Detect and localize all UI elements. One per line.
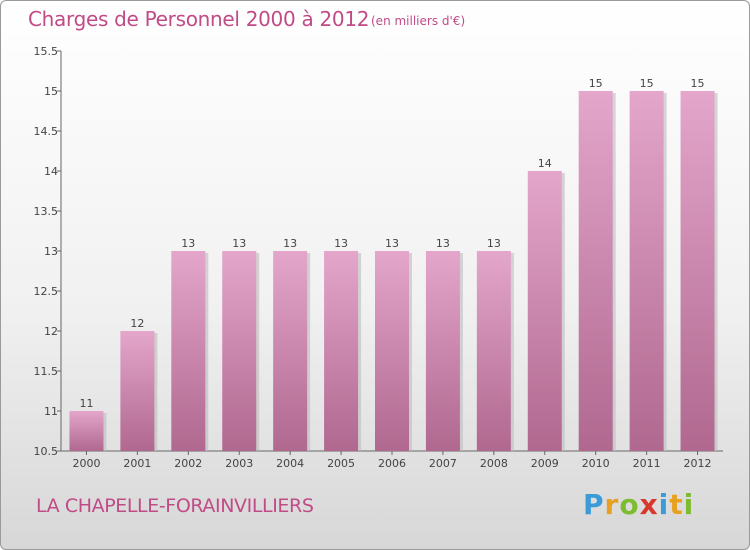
x-tick-label: 2012 bbox=[684, 457, 712, 470]
labels: 11 12 13 13 13 13 13 13 13 14 15 15 15 bbox=[79, 77, 704, 410]
logo-letter-t: t bbox=[669, 488, 684, 521]
chart-title: Charges de Personnel 2000 à 2012 bbox=[28, 7, 370, 31]
y-tick-label: 13.5 bbox=[34, 205, 59, 218]
bar-value-label: 13 bbox=[283, 237, 297, 250]
proxiti-logo[interactable]: Proxiti bbox=[583, 488, 694, 521]
bar bbox=[680, 91, 715, 451]
x-tick-label: 2000 bbox=[72, 457, 100, 470]
x-tick-label: 2007 bbox=[429, 457, 457, 470]
chart-subtitle: (en milliers d'€) bbox=[371, 14, 466, 28]
bar bbox=[629, 91, 664, 451]
y-tick-label: 10.5 bbox=[34, 445, 59, 458]
x-tick-label: 2008 bbox=[480, 457, 508, 470]
bar-value-label: 15 bbox=[589, 77, 603, 90]
logo-letter-x: x bbox=[639, 488, 659, 521]
bar bbox=[120, 331, 155, 451]
bar bbox=[425, 251, 460, 451]
x-tick-label: 2004 bbox=[276, 457, 304, 470]
x-tick-label: 2011 bbox=[633, 457, 661, 470]
bars bbox=[69, 91, 718, 451]
bar-value-label: 15 bbox=[691, 77, 705, 90]
x-tick-label: 2009 bbox=[531, 457, 559, 470]
bar-value-label: 13 bbox=[385, 237, 399, 250]
y-tick-label: 14.5 bbox=[34, 125, 59, 138]
x-tick-label: 2003 bbox=[225, 457, 253, 470]
bar bbox=[527, 171, 562, 451]
bar bbox=[324, 251, 359, 451]
y-tick-label: 14 bbox=[44, 165, 58, 178]
x-tick-label: 2001 bbox=[123, 457, 151, 470]
logo-letter-p: P bbox=[583, 488, 605, 521]
bar-value-label: 14 bbox=[538, 157, 552, 170]
commune-name: LA CHAPELLE-FORAINVILLIERS bbox=[36, 495, 314, 517]
bar bbox=[476, 251, 511, 451]
bar bbox=[375, 251, 409, 451]
bar bbox=[171, 251, 206, 451]
bar-value-label: 12 bbox=[130, 317, 144, 330]
logo-letter-o: o bbox=[619, 488, 640, 521]
bar-value-label: 13 bbox=[181, 237, 195, 250]
axes: 10.5 11 11.5 12 12.5 13 13.5 14 14.5 15 15.5 2000 20… bbox=[34, 45, 723, 470]
y-tick-label: 15.5 bbox=[34, 45, 59, 58]
x-tick-label: 2002 bbox=[174, 457, 202, 470]
bar-value-label: 15 bbox=[640, 77, 654, 90]
bar-value-label: 13 bbox=[232, 237, 246, 250]
bar-value-label: 13 bbox=[334, 237, 348, 250]
y-tick-label: 11.5 bbox=[34, 365, 59, 378]
y-tick-label: 13 bbox=[44, 245, 58, 258]
y-tick-label: 12 bbox=[44, 325, 58, 338]
bar bbox=[69, 411, 104, 451]
y-tick-label: 15 bbox=[44, 85, 58, 98]
bar bbox=[578, 91, 613, 451]
bar-value-label: 13 bbox=[487, 237, 501, 250]
y-tick-label: 11 bbox=[44, 405, 58, 418]
y-tick-label: 12.5 bbox=[34, 285, 59, 298]
x-tick-label: 2005 bbox=[327, 457, 355, 470]
bar bbox=[222, 251, 257, 451]
x-tick-label: 2010 bbox=[582, 457, 610, 470]
logo-letter-i2: i bbox=[683, 488, 695, 521]
bar bbox=[273, 251, 308, 451]
logo-letter-r: r bbox=[604, 488, 620, 521]
x-tick-label: 2006 bbox=[378, 457, 406, 470]
bar-value-label: 13 bbox=[436, 237, 450, 250]
bar-value-label: 11 bbox=[79, 397, 93, 410]
logo-letter-i: i bbox=[658, 488, 670, 521]
